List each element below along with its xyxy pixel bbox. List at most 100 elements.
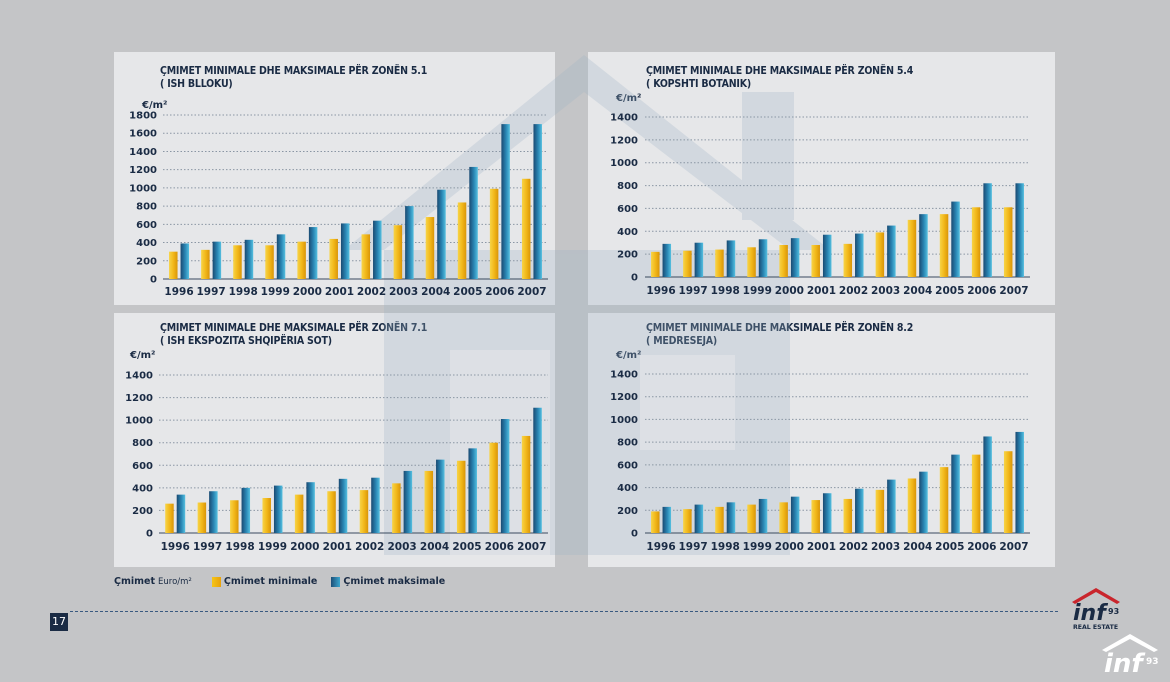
x-tick-label: 2007 [517, 286, 546, 298]
bar-min [811, 245, 820, 277]
x-tick-label: 1998 [229, 286, 258, 298]
x-tick-label: 2002 [355, 541, 384, 553]
legend-unit: Euro/m² [158, 576, 192, 587]
bar-min [843, 243, 853, 277]
legend-title: Çmimet [114, 576, 156, 587]
x-tick-label: 1997 [679, 541, 708, 553]
y-unit-label: €/m² [130, 350, 156, 361]
bar-min [939, 214, 949, 277]
bar-max [244, 239, 254, 279]
chart-title: ÇMIMET MINIMALE DHE MAKSIMALE PËR ZONËN … [646, 322, 914, 347]
y-tick-label: 1800 [129, 111, 157, 122]
y-unit-label: €/m² [616, 93, 642, 104]
bar-min [201, 249, 210, 279]
bar-max [694, 242, 704, 277]
bar-min [165, 503, 174, 533]
y-tick-label: 1400 [129, 147, 157, 158]
y-tick-label: 600 [132, 461, 153, 472]
bar-min [651, 511, 660, 533]
bar-max [983, 183, 992, 277]
x-tick-label: 2006 [967, 541, 996, 553]
x-tick-label: 1997 [197, 286, 226, 298]
bar-min [169, 251, 178, 279]
bar-min [425, 217, 435, 279]
y-tick-label: 1200 [129, 165, 157, 176]
bar-max [533, 124, 542, 279]
x-tick-label: 2001 [325, 286, 354, 298]
bar-max [790, 496, 800, 533]
y-tick-label: 600 [617, 460, 638, 471]
x-tick-label: 1997 [193, 541, 222, 553]
x-tick-label: 2003 [388, 541, 417, 553]
bar-min [489, 442, 498, 533]
x-tick-label: 2006 [485, 286, 514, 298]
y-tick-label: 200 [136, 256, 157, 267]
bar-max [887, 225, 896, 277]
x-tick-label: 2001 [807, 541, 836, 553]
logo-tagline: REAL ESTATE [1073, 624, 1118, 631]
legend-max-label: Çmimet maksimale [343, 576, 446, 587]
x-tick-label: 1996 [161, 541, 190, 553]
x-tick-label: 1999 [261, 286, 290, 298]
x-tick-label: 2007 [999, 541, 1028, 553]
x-tick-label: 2005 [453, 286, 482, 298]
x-tick-label: 2004 [421, 286, 450, 298]
x-tick-label: 2002 [357, 286, 386, 298]
x-tick-label: 2001 [323, 541, 352, 553]
x-tick-label: 2005 [935, 285, 964, 297]
bar-min [683, 509, 692, 533]
bar-min [811, 500, 820, 533]
x-tick-label: 1996 [646, 541, 675, 553]
bar-max [758, 239, 768, 277]
y-tick-label: 200 [132, 506, 153, 517]
y-tick-label: 600 [617, 204, 638, 215]
bar-min [456, 460, 466, 533]
bar-max [340, 223, 350, 279]
bar-max [469, 166, 478, 279]
bar-min [424, 470, 434, 533]
bar-min [489, 188, 499, 279]
bar-max [951, 201, 960, 277]
legend-min-label: Çmimet minimale [223, 576, 318, 587]
bar-min [747, 247, 756, 277]
bar-min [521, 178, 531, 279]
bar-max [790, 238, 800, 277]
bar-min [939, 467, 949, 533]
bar-max [212, 241, 222, 279]
x-tick-label: 2001 [807, 285, 836, 297]
bar-max [919, 471, 928, 533]
x-tick-label: 1999 [258, 541, 287, 553]
y-tick-label: 0 [631, 529, 638, 540]
bar-min [392, 483, 401, 533]
chart-title: ÇMIMET MINIMALE DHE MAKSIMALE PËR ZONËN … [646, 65, 914, 90]
legend-swatch-max [331, 576, 341, 587]
x-tick-label: 2000 [775, 541, 804, 553]
bar-max [662, 506, 672, 533]
bar-min [907, 219, 917, 277]
bar-max [1015, 183, 1024, 277]
y-tick-label: 1400 [125, 371, 153, 382]
bar-min [747, 504, 756, 533]
x-tick-label: 1998 [225, 541, 254, 553]
bar-max [306, 482, 315, 533]
bar-max [209, 491, 218, 533]
bar-max [176, 494, 186, 533]
bar-max [694, 504, 704, 533]
bar-max [662, 243, 672, 277]
chart-title: ÇMIMET MINIMALE DHE MAKSIMALE PËR ZONËN … [160, 322, 428, 347]
bar-max [373, 220, 382, 279]
x-tick-label: 2006 [485, 541, 514, 553]
bar-max [500, 419, 510, 533]
svg-text:inf: inf [1104, 649, 1146, 676]
bar-min [197, 502, 207, 533]
y-tick-label: 400 [136, 238, 157, 249]
x-tick-label: 2004 [903, 541, 932, 553]
y-tick-label: 800 [132, 438, 153, 449]
x-tick-label: 2006 [967, 285, 996, 297]
bar-max [919, 214, 928, 277]
bar-min [359, 490, 369, 533]
x-tick-label: 2004 [903, 285, 932, 297]
bar-min [715, 249, 724, 277]
x-tick-label: 2000 [290, 541, 319, 553]
